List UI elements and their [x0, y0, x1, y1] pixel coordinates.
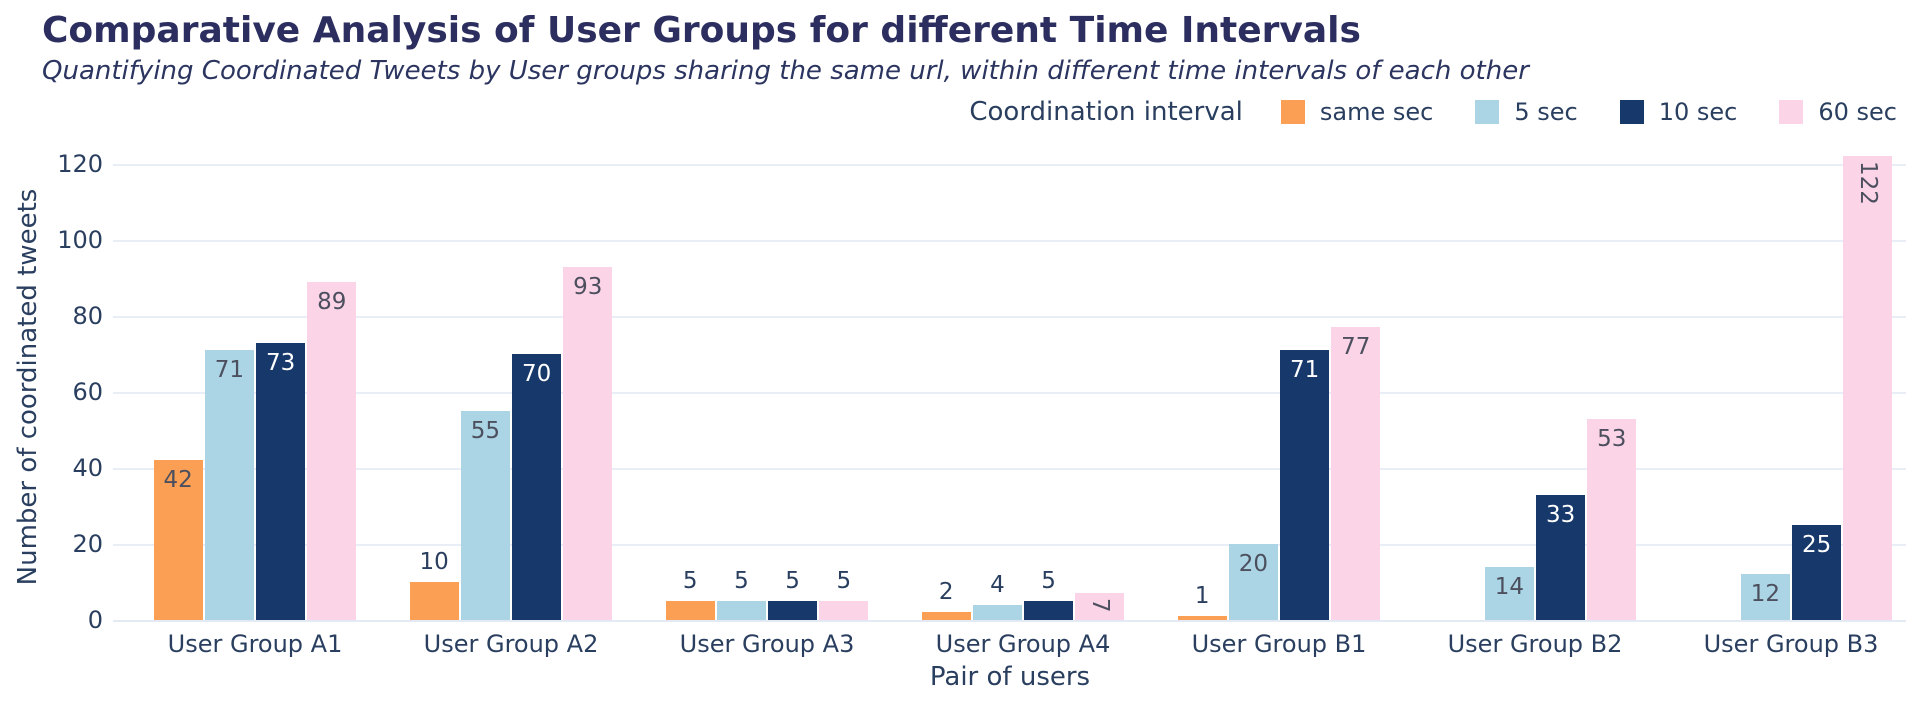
bar[interactable] [1484, 566, 1534, 620]
bar[interactable] [1024, 601, 1074, 620]
legend-swatch [1280, 100, 1305, 124]
legend-item-label: 10 sec [1658, 98, 1738, 126]
bar-value-label: 42 [163, 467, 193, 494]
gridline [113, 468, 1906, 470]
bar[interactable] [256, 342, 306, 620]
bar[interactable] [665, 601, 715, 620]
legend-swatch [1619, 100, 1644, 124]
bar[interactable] [819, 601, 869, 620]
bar[interactable] [1228, 544, 1278, 620]
bar-value-label: 5 [682, 568, 698, 594]
legend-item-label: 5 sec [1514, 98, 1578, 126]
bar[interactable] [716, 601, 766, 620]
y-tick-label: 100 [57, 226, 103, 254]
x-tick-label: User Group A2 [423, 630, 599, 658]
bar-value-label: 2 [938, 579, 954, 606]
bar-value-label: 89 [317, 288, 347, 315]
bar-value-label: 14 [1494, 573, 1525, 600]
gridline [113, 392, 1906, 394]
legend-items: same sec 5 sec 10 sec 60 sec [1280, 98, 1897, 126]
bar[interactable] [563, 266, 613, 620]
bar[interactable] [768, 601, 818, 620]
y-tick-label: 0 [87, 606, 103, 634]
x-tick-label: User Group B2 [1447, 630, 1623, 658]
bar[interactable] [1536, 494, 1586, 620]
gridline [113, 164, 1906, 166]
x-axis-zeroline [113, 620, 1906, 622]
x-tick-label: User Group A1 [167, 630, 343, 658]
bar-value-label: 33 [1545, 501, 1576, 528]
legend-title: Coordination interval [969, 97, 1243, 127]
y-tick-label: 80 [72, 302, 103, 330]
bar-value-label: 5 [1041, 568, 1056, 594]
bar-value-label: 5 [734, 568, 749, 594]
legend-item[interactable]: 60 sec [1779, 98, 1897, 126]
y-tick-label: 120 [57, 150, 103, 178]
gridline [113, 316, 1906, 318]
y-tick-label: 60 [72, 378, 103, 406]
bar[interactable] [307, 281, 357, 620]
legend-swatch [1779, 100, 1804, 124]
legend-swatch [1475, 100, 1500, 124]
bar[interactable] [972, 604, 1022, 620]
bar[interactable] [1740, 574, 1790, 620]
x-axis-title: Pair of users [929, 662, 1091, 692]
chart-title: Comparative Analysis of User Groups for … [42, 10, 1361, 51]
bar-value-label: 5 [836, 568, 852, 594]
legend-item[interactable]: same sec [1280, 98, 1434, 126]
bar[interactable] [409, 582, 459, 620]
bar[interactable] [512, 354, 562, 620]
gridline [113, 240, 1906, 242]
x-tick-label: User Group A3 [679, 630, 855, 658]
bar-value-label: 5 [785, 568, 800, 594]
y-tick-label: 40 [72, 454, 103, 482]
bar[interactable] [1075, 593, 1125, 620]
bar[interactable] [460, 411, 510, 620]
bar-value-label: 55 [470, 418, 501, 444]
bar-value-label: 70 [521, 361, 552, 387]
chart-subtitle: Quantifying Coordinated Tweets by User g… [42, 56, 1529, 86]
bar[interactable] [921, 612, 971, 620]
bar-value-label: 12 [1750, 581, 1781, 608]
legend-item-label: 60 sec [1818, 98, 1897, 126]
gridline [113, 544, 1906, 546]
legend-item-label: same sec [1319, 98, 1434, 126]
x-tick-label: User Group B1 [1191, 630, 1367, 658]
bar-value-label: 71 [214, 357, 245, 384]
bar[interactable] [1331, 327, 1381, 620]
bar-value-label: 4 [990, 571, 1005, 598]
bar[interactable] [204, 350, 254, 620]
bar[interactable] [153, 460, 203, 620]
bar-value-label: 122 [1854, 161, 1881, 206]
y-tick-label: 20 [72, 530, 103, 558]
legend-item[interactable]: 5 sec [1475, 98, 1578, 126]
bar-value-label: 77 [1341, 334, 1371, 361]
bar-value-label: 53 [1597, 425, 1627, 452]
bar[interactable] [1177, 616, 1227, 620]
bar-value-label: 7 [1086, 598, 1113, 614]
bar-value-label: 25 [1801, 532, 1832, 558]
bar-value-label: 20 [1238, 551, 1269, 577]
bar-value-label: 71 [1289, 357, 1320, 384]
bar-value-label: 73 [265, 349, 296, 376]
bar[interactable] [1792, 525, 1842, 620]
legend-item[interactable]: 10 sec [1619, 98, 1738, 126]
bar[interactable] [1843, 156, 1893, 620]
bar[interactable] [1280, 350, 1330, 620]
x-tick-label: User Group B3 [1703, 630, 1879, 658]
bar-value-label: 1 [1194, 583, 1210, 610]
y-axis-title: Number of coordinated tweets [13, 188, 43, 586]
x-tick-label: User Group A4 [935, 630, 1111, 658]
legend: Coordination interval same sec 5 sec 10 se… [969, 97, 1897, 127]
bar-value-label: 10 [419, 549, 449, 575]
bar-value-label: 93 [573, 273, 603, 300]
bar[interactable] [1587, 418, 1637, 620]
